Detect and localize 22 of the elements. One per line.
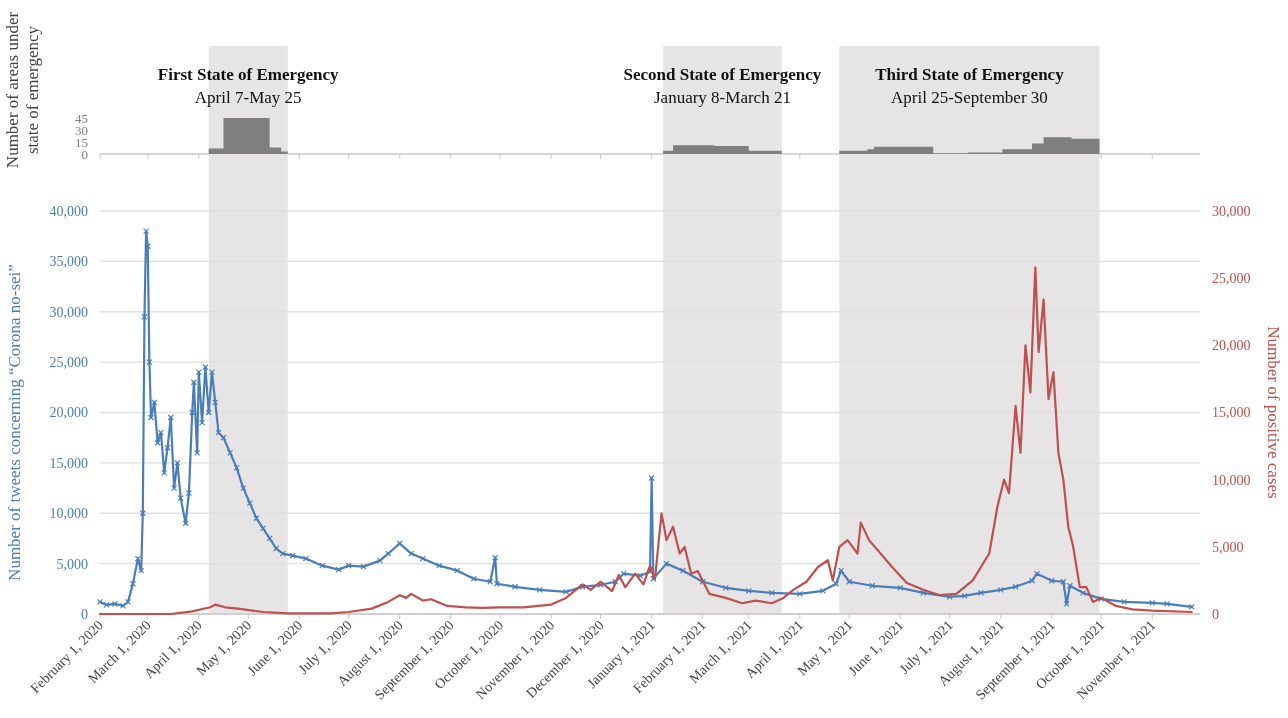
y2-tick-label: 25,000	[1212, 271, 1251, 287]
y-tick-label: 30,000	[49, 304, 88, 320]
y2-tick-label: 10,000	[1212, 472, 1251, 488]
y2-tick-label: 15,000	[1212, 405, 1251, 421]
y2-tick-label: 30,000	[1212, 203, 1251, 219]
y-tick-label: 0	[81, 606, 88, 622]
y-axis-title: Number of areas under state of emergency	[3, 11, 42, 169]
y-tick-label: 5,000	[56, 556, 88, 572]
band-label: Third State of Emergency April 25-September 30	[875, 65, 1065, 107]
y2-axis-title: Number of positive cases	[1264, 326, 1283, 499]
band-label: First State of Emergency April 7-May 25	[157, 65, 340, 107]
y2-tick-label: 0	[1212, 606, 1219, 622]
band-label: Second State of Emergency January 8-March 21	[623, 65, 822, 107]
y-tick-label: 40,000	[49, 203, 88, 219]
y-tick-label: 20,000	[49, 405, 88, 421]
y-axis-title: Number of tweets concerning “Corona no-sei”	[5, 264, 24, 581]
y-tick-label: 10,000	[49, 506, 88, 522]
y2-tick-label: 20,000	[1212, 338, 1251, 354]
y2-tick-label: 5,000	[1212, 539, 1244, 555]
y-tick-label: 25,000	[49, 355, 88, 371]
y-tick-label: 35,000	[49, 254, 88, 270]
y-tick-label: 15,000	[49, 455, 88, 471]
